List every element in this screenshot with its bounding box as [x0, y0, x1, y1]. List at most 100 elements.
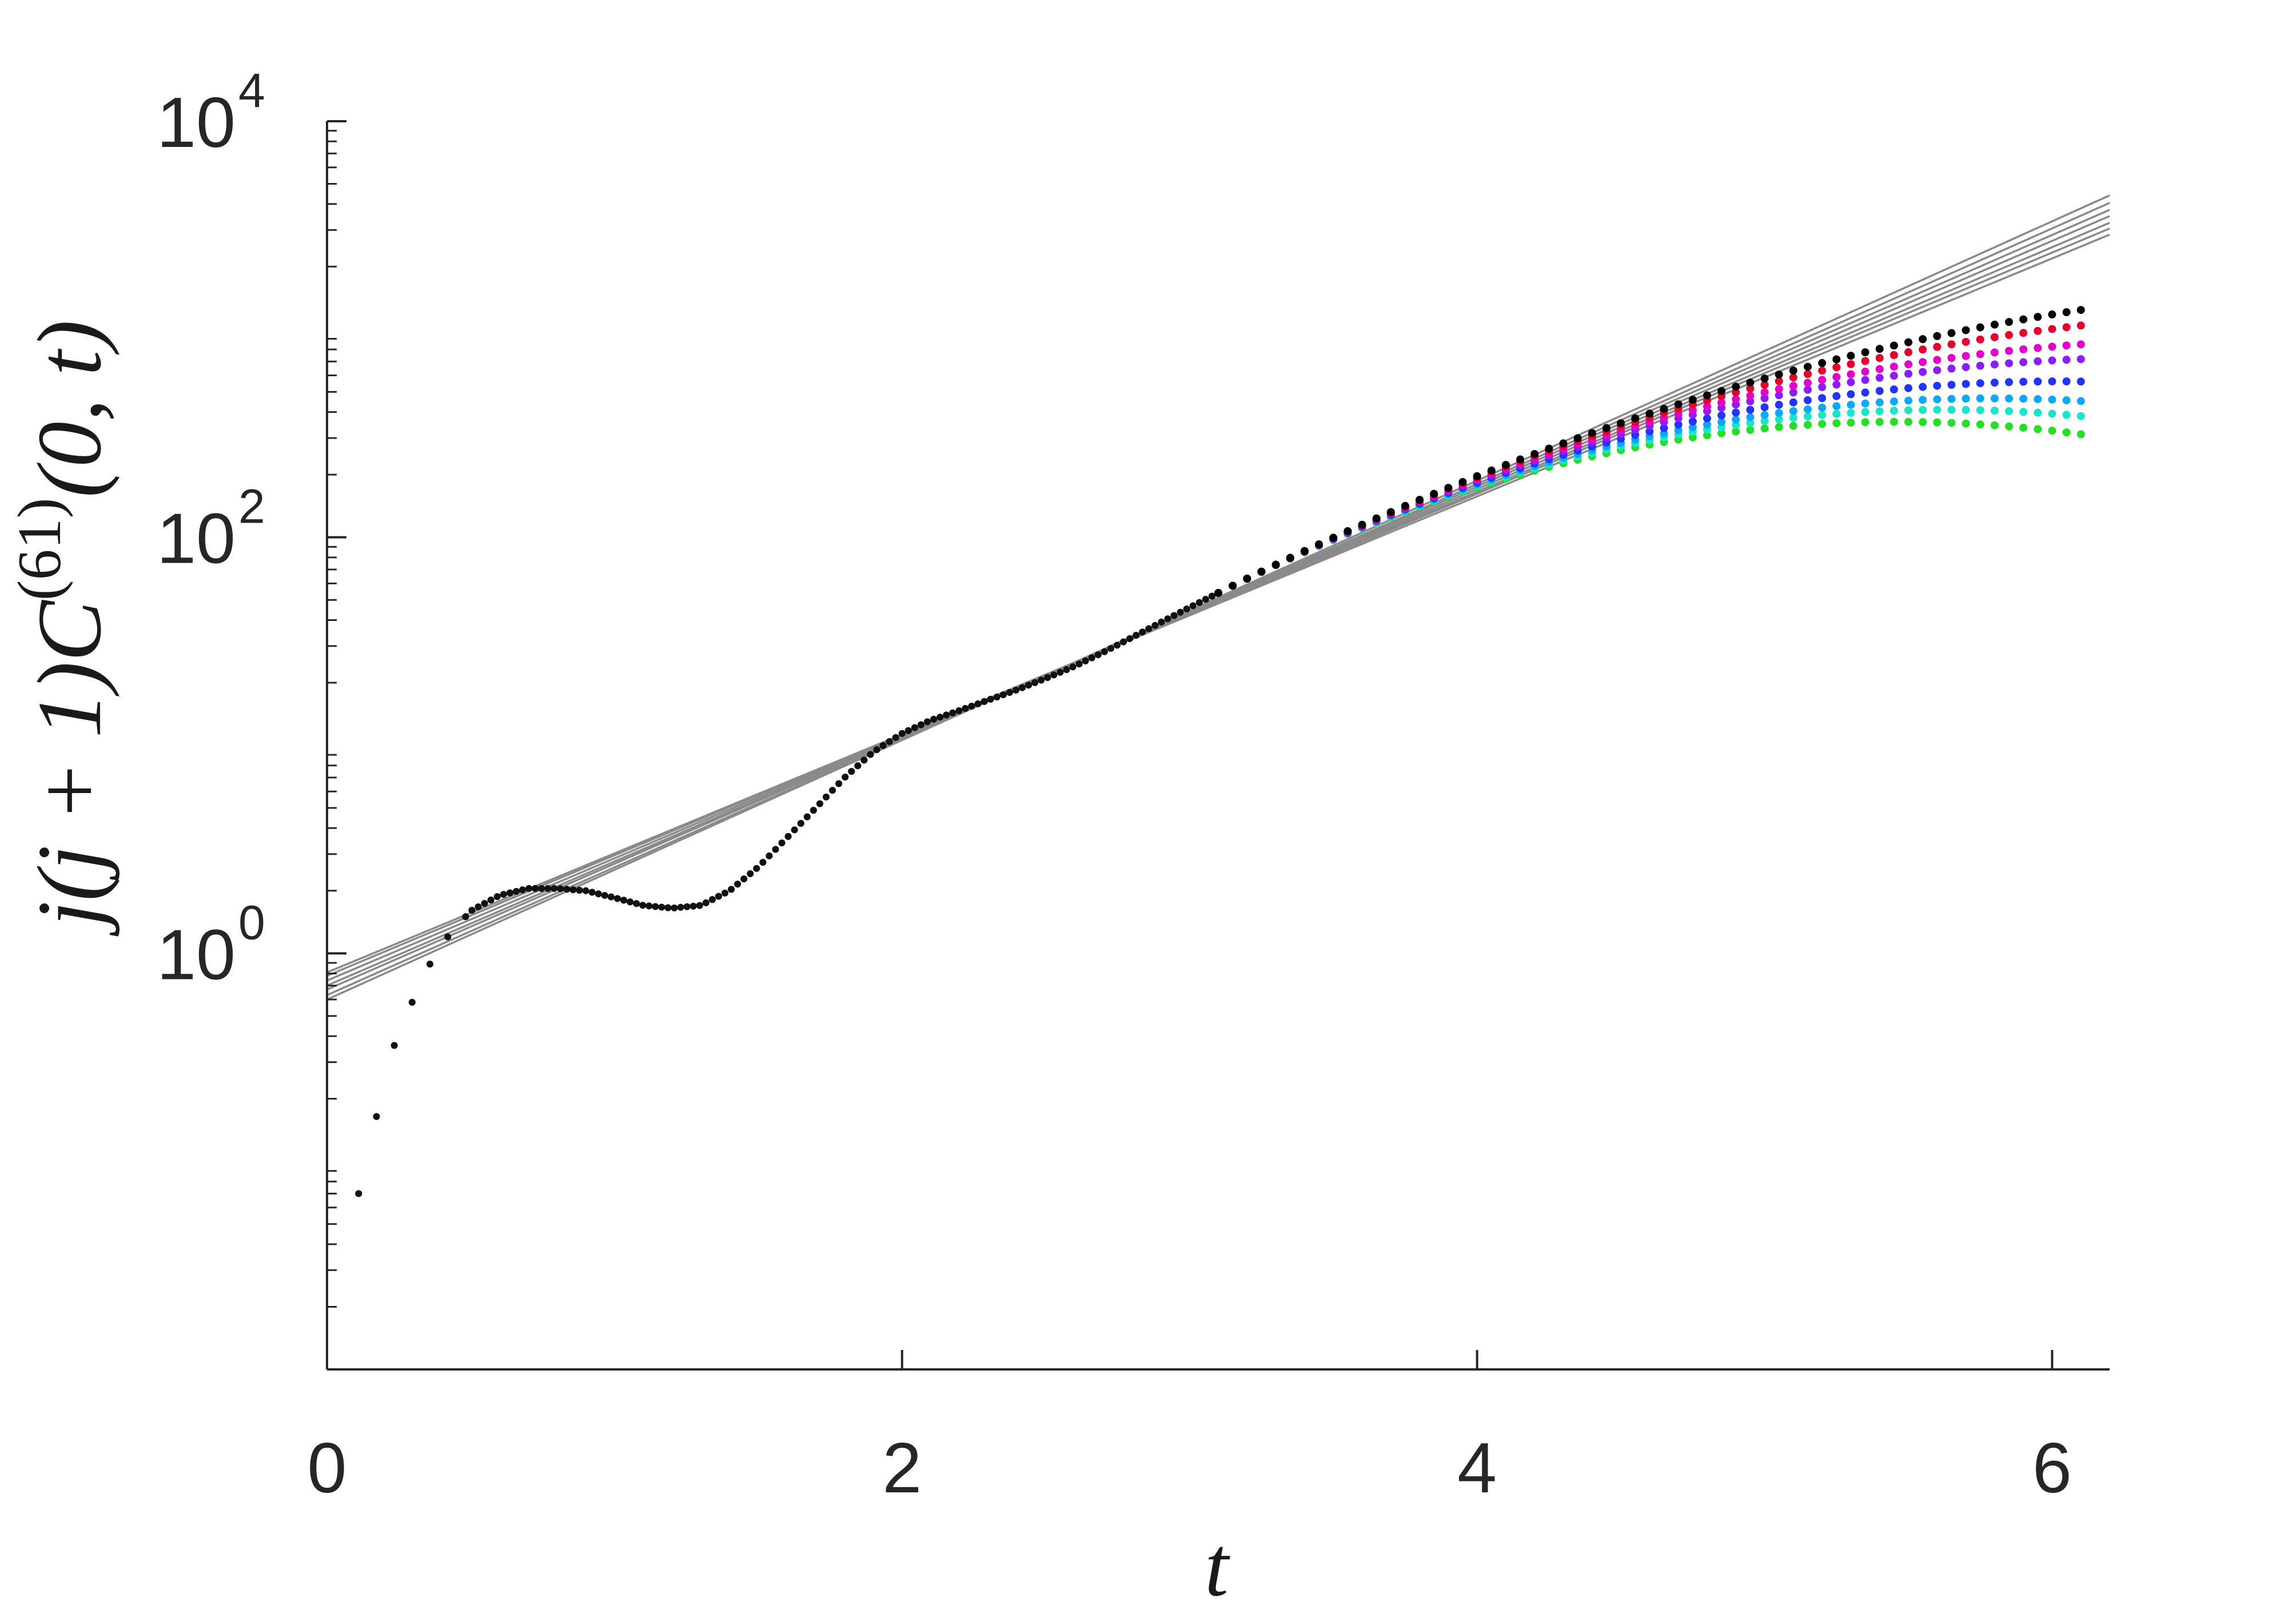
data-point [1976, 361, 1984, 370]
data-point [1416, 496, 1424, 504]
data-point [1818, 411, 1827, 419]
data-point [2004, 422, 2013, 431]
data-point [1760, 403, 1769, 412]
data-point [1688, 396, 1697, 404]
data-point [1501, 461, 1510, 469]
data-point [525, 885, 533, 892]
data-point [1195, 599, 1203, 606]
data-point [1976, 394, 1984, 403]
data-point [639, 902, 647, 909]
data-point [1861, 388, 1870, 397]
data-point [2048, 409, 2056, 418]
data-point [1688, 406, 1697, 415]
data-point [1746, 397, 1755, 405]
data-point [1818, 420, 1827, 428]
data-point [1674, 420, 1683, 429]
data-point [1861, 408, 1870, 416]
data-point [987, 695, 994, 703]
data-point [1933, 342, 1942, 351]
y-axis-label-main: j(j + 1)C [18, 599, 120, 937]
data-point [2048, 427, 2056, 435]
data-point [1746, 413, 1755, 421]
data-point [886, 738, 893, 745]
data-point [1760, 424, 1769, 433]
data-point [1976, 323, 1984, 332]
data-point [1947, 364, 1956, 373]
data-point [1818, 403, 1827, 412]
data-point [2019, 408, 2028, 416]
data-point [1732, 388, 1740, 397]
data-point [803, 813, 811, 821]
data-point [962, 704, 969, 712]
data-point [1789, 407, 1797, 415]
data-point [2076, 321, 2085, 330]
data-point [2004, 359, 2013, 368]
data-points [355, 306, 2085, 1197]
data-point [1861, 357, 1870, 365]
data-point [1919, 358, 1927, 367]
data-point [1861, 367, 1870, 376]
data-point [1990, 407, 1999, 415]
y-tick-label-base: 10 [157, 915, 236, 994]
data-point [1947, 419, 1956, 427]
data-point [1904, 384, 1912, 392]
data-point [1760, 394, 1769, 403]
data-point [1012, 687, 1019, 694]
data-point [917, 721, 924, 728]
data-point [1372, 514, 1381, 523]
data-point [1890, 341, 1898, 350]
data-point [1847, 409, 1855, 417]
data-point [1919, 335, 1927, 344]
data-point [1789, 413, 1797, 422]
data-point [1904, 417, 1912, 426]
x-tick-label: 4 [1457, 1429, 1497, 1508]
data-point [1760, 380, 1769, 389]
data-point [1775, 400, 1783, 409]
data-point [2076, 306, 2085, 314]
data-point [1025, 682, 1033, 689]
data-point [2019, 358, 2028, 367]
data-point [740, 875, 748, 883]
data-point [1688, 423, 1697, 432]
data-point [493, 893, 501, 901]
data-point [468, 906, 476, 914]
data-point [968, 702, 975, 710]
data-point [1717, 429, 1726, 437]
data-point [1803, 385, 1812, 394]
data-point [1962, 395, 1970, 403]
data-point [506, 889, 513, 897]
data-point [1732, 383, 1740, 391]
data-point [2034, 326, 2042, 335]
data-point [1688, 417, 1697, 426]
data-point [1962, 337, 1970, 346]
data-point [1904, 369, 1912, 378]
data-point [2034, 377, 2042, 386]
data-point [1746, 419, 1755, 427]
y-tick-label-exponent: 2 [238, 480, 265, 533]
data-point [2048, 356, 2056, 365]
data-point [373, 1113, 380, 1120]
data-point [1732, 395, 1740, 404]
data-point [1139, 628, 1146, 636]
data-point [2004, 346, 2013, 355]
data-point [689, 902, 697, 910]
data-point [683, 903, 691, 910]
data-point [1832, 409, 1841, 418]
data-point [1430, 489, 1438, 498]
data-point [1803, 420, 1812, 429]
data-point [1990, 348, 1999, 357]
dotted-series [355, 340, 2085, 1197]
data-point [390, 1042, 398, 1049]
data-point [2076, 377, 2085, 386]
data-point [1775, 391, 1783, 400]
data-point [1818, 394, 1827, 403]
data-point [1732, 415, 1740, 424]
data-point [1164, 615, 1171, 623]
data-point [1847, 370, 1855, 379]
data-point [1875, 365, 1884, 373]
data-point [408, 998, 416, 1006]
data-point [1050, 671, 1058, 679]
data-point [1847, 419, 1855, 427]
